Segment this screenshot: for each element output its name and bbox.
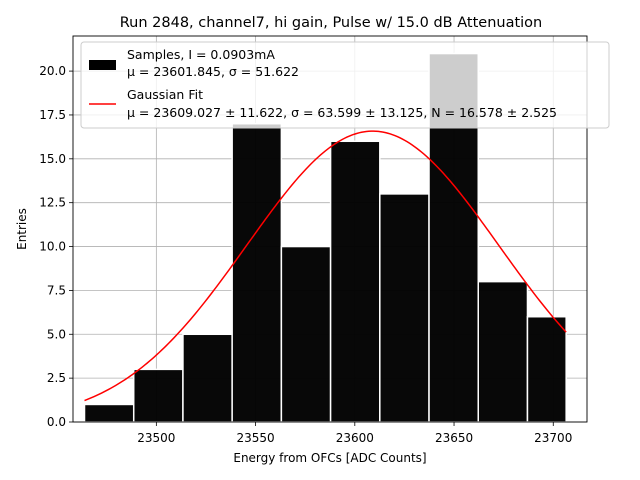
plot-frame xyxy=(72,35,588,423)
x-axis-label: Energy from OFCs [ADC Counts] xyxy=(233,451,426,465)
y-tick-label: 5.0 xyxy=(47,327,66,341)
legend-box xyxy=(80,41,610,129)
y-tick-label: 12.5 xyxy=(39,196,66,210)
y-tick-label: 10.0 xyxy=(39,240,66,254)
x-axis-ticks: 23500 23550 23600 23650 23700 xyxy=(137,422,572,445)
histogram-bar xyxy=(477,280,529,423)
histogram-bar xyxy=(83,403,135,423)
x-tick-label: 23700 xyxy=(534,431,572,445)
histogram-bar xyxy=(379,193,430,423)
y-tick-label: 0.0 xyxy=(47,415,66,429)
x-tick-label: 23500 xyxy=(137,431,175,445)
legend-samples-label: Samples, I = 0.0903mA xyxy=(127,47,275,62)
histogram-bar xyxy=(329,140,381,423)
chart-title: Run 2848, channel7, hi gain, Pulse w/ 15… xyxy=(120,15,543,31)
histogram-bar xyxy=(132,368,184,423)
y-tick-label: 15.0 xyxy=(39,152,66,166)
y-tick-label: 7.5 xyxy=(47,283,66,297)
y-tick-label: 20.0 xyxy=(39,64,66,78)
legend: Samples, I = 0.0903mA μ = 23601.845, σ =… xyxy=(80,41,610,129)
x-tick-label: 23650 xyxy=(435,431,473,445)
histogram-bar xyxy=(280,245,332,423)
x-tick-label: 23600 xyxy=(336,431,374,445)
y-axis-ticks: 0.0 2.5 5.0 7.5 10.0 12.5 15.0 17.5 20.0 xyxy=(39,64,73,429)
x-tick-label: 23550 xyxy=(236,431,274,445)
legend-fit-label: Gaussian Fit xyxy=(127,87,203,102)
y-axis-label: Entries xyxy=(15,208,29,250)
histogram-bars xyxy=(83,52,567,423)
legend-samples-swatch xyxy=(89,60,116,70)
legend-fit-stats: μ = 23609.027 ± 11.622, σ = 63.599 ± 13.… xyxy=(127,105,557,120)
histogram-bar xyxy=(231,122,283,423)
histogram-bar xyxy=(526,315,567,423)
histogram-bar xyxy=(182,333,233,423)
legend-samples-stats: μ = 23601.845, σ = 51.622 xyxy=(127,64,299,79)
y-tick-label: 2.5 xyxy=(47,371,66,385)
y-tick-label: 17.5 xyxy=(39,108,66,122)
gaussian-fit-line xyxy=(84,130,567,402)
